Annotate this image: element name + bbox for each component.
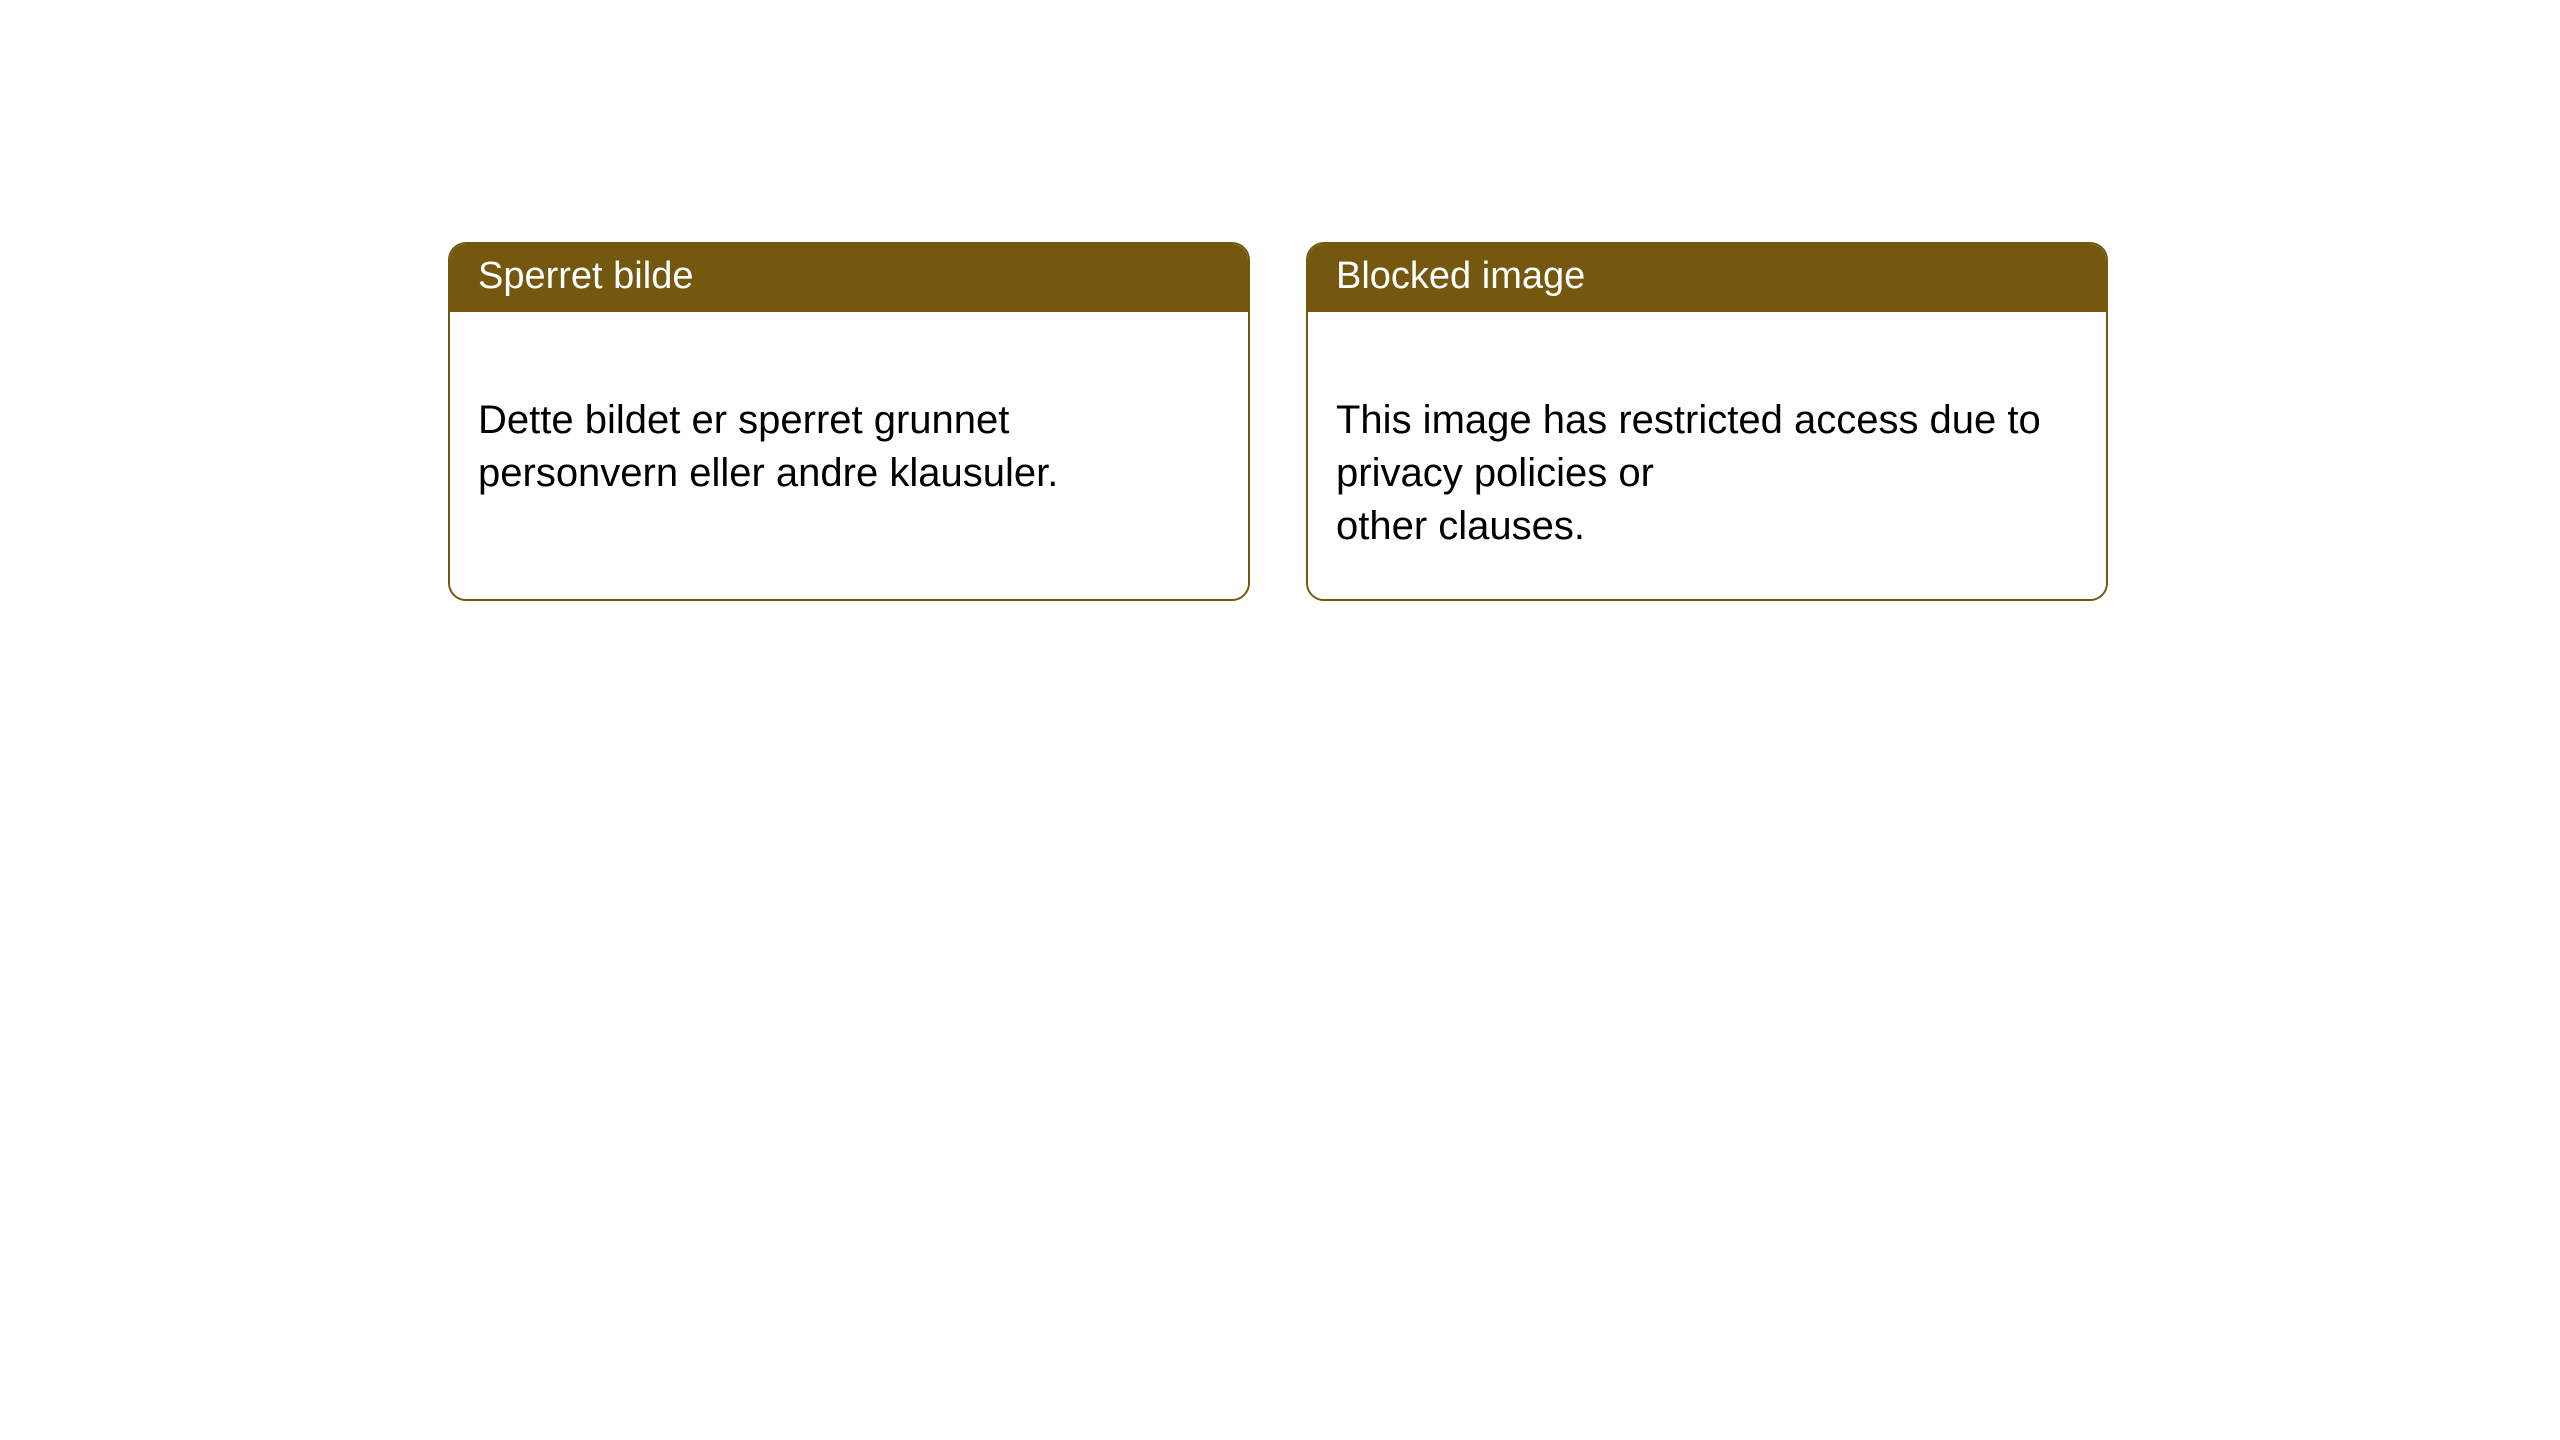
notice-card-body: Dette bildet er sperret grunnet personve… bbox=[450, 312, 1248, 588]
notice-body-text: Dette bildet er sperret grunnet personve… bbox=[478, 398, 1058, 495]
notice-card-header: Sperret bilde bbox=[450, 244, 1248, 312]
notice-title: Blocked image bbox=[1336, 255, 1585, 297]
notice-card-body: This image has restricted access due to … bbox=[1308, 312, 2106, 599]
notice-card-no: Sperret bilde Dette bildet er sperret gr… bbox=[448, 242, 1250, 601]
notice-title: Sperret bilde bbox=[478, 255, 693, 297]
notice-body-text: This image has restricted access due to … bbox=[1336, 398, 2041, 548]
notice-container: Sperret bilde Dette bildet er sperret gr… bbox=[0, 0, 2560, 601]
notice-card-en: Blocked image This image has restricted … bbox=[1306, 242, 2108, 601]
notice-card-header: Blocked image bbox=[1308, 244, 2106, 312]
